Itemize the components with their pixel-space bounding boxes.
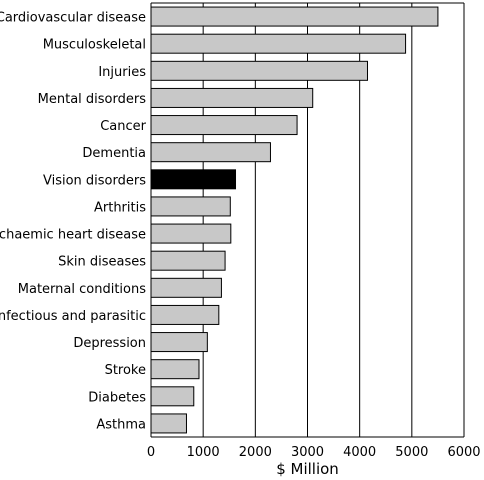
category-label: Dementia <box>82 146 146 161</box>
category-label: Cardiovascular disease <box>0 11 146 26</box>
bar <box>150 60 368 81</box>
category-label: Asthma <box>96 417 146 432</box>
category-label: Infectious and parasitic <box>0 309 146 324</box>
category-label: Vision disorders <box>43 173 146 188</box>
category-label: Skin diseases <box>58 255 146 270</box>
x-axis-title: $ Million <box>276 460 339 478</box>
bar <box>150 115 298 136</box>
bar <box>150 413 187 434</box>
category-label: Depression <box>73 336 146 351</box>
bar <box>150 304 220 325</box>
bar <box>150 6 439 27</box>
x-tick-label: 5000 <box>395 445 428 460</box>
bars <box>150 6 439 434</box>
bar <box>150 250 226 271</box>
bar <box>150 386 195 407</box>
bar <box>150 142 271 163</box>
category-label: Ischaemic heart disease <box>0 228 146 243</box>
bar <box>150 223 232 244</box>
bar <box>150 87 314 108</box>
category-label: Maternal conditions <box>18 282 146 297</box>
x-tick-label: 0 <box>147 445 155 460</box>
bar <box>150 169 237 190</box>
x-tick-labels: 0 1000 2000 3000 4000 5000 6000 <box>147 445 481 460</box>
category-label: Stroke <box>105 363 146 378</box>
x-tick-label: 6000 <box>447 445 480 460</box>
category-label: Cancer <box>100 119 146 134</box>
bar <box>150 33 407 54</box>
category-label: Injuries <box>98 65 146 80</box>
category-label: Arthritis <box>94 200 146 215</box>
bar <box>150 359 200 380</box>
category-label: Mental disorders <box>38 92 147 107</box>
x-tick-label: 1000 <box>187 445 220 460</box>
category-label: Diabetes <box>88 390 146 405</box>
category-labels: Cardiovascular disease Musculoskeletal Inj… <box>0 11 147 433</box>
x-tick-label: 3000 <box>291 445 324 460</box>
x-tick-label: 4000 <box>343 445 376 460</box>
bar <box>150 196 231 217</box>
bar <box>150 332 208 353</box>
x-tick-label: 2000 <box>239 445 272 460</box>
bar <box>150 277 222 298</box>
category-label: Musculoskeletal <box>43 38 146 53</box>
